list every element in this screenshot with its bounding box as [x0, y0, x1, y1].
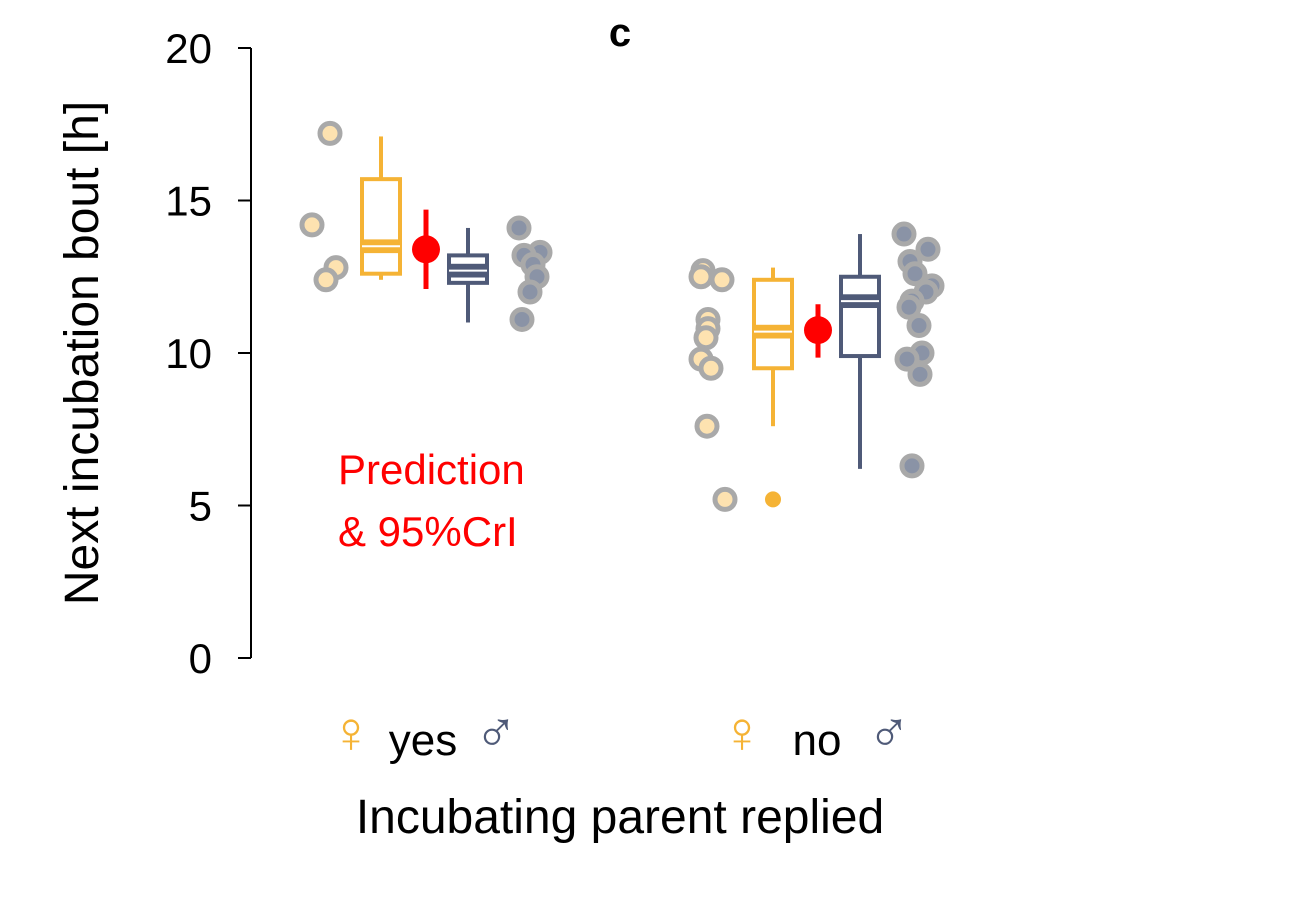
group-yes — [299, 120, 553, 332]
female-data-point — [694, 413, 720, 439]
male-data-point — [517, 279, 543, 305]
male-symbol: ♂ — [474, 700, 518, 765]
female-boxplot — [360, 136, 402, 280]
male-symbol: ♂ — [867, 700, 911, 765]
female-symbol: ♀ — [720, 700, 764, 765]
male-boxplot — [447, 227, 489, 323]
legend-line-1: Prediction — [338, 446, 525, 493]
chart-marks — [299, 120, 945, 512]
prediction-point — [804, 316, 832, 345]
prediction-point — [412, 235, 440, 264]
female-outlier — [765, 491, 781, 508]
male-data-point — [506, 215, 532, 241]
female-data-point — [698, 355, 724, 381]
female-data-point — [693, 325, 719, 351]
female-data-point — [299, 212, 325, 238]
male-data-point — [906, 313, 932, 339]
male-data-point — [896, 294, 922, 320]
male-data-point — [915, 236, 941, 262]
male-data-point — [894, 346, 920, 372]
y-axis: 0 5 10 15 20 — [165, 25, 252, 682]
y-tick-label: 15 — [165, 178, 212, 225]
y-tick-label: 10 — [165, 330, 212, 377]
female-boxplot — [752, 267, 794, 508]
male-data-point — [899, 453, 925, 479]
female-box — [360, 177, 402, 276]
male-data-point — [902, 261, 928, 287]
legend-annotation: Prediction & 95%CrI — [338, 446, 525, 555]
y-tick-label: 5 — [189, 483, 212, 530]
male-boxplot — [839, 234, 881, 469]
category-label-yes: yes — [389, 716, 457, 765]
panel-label: c — [609, 11, 631, 55]
female-data-point — [688, 264, 714, 290]
male-data-point — [907, 361, 933, 387]
female-box — [752, 277, 794, 371]
female-data-point — [709, 267, 735, 293]
y-tick-label: 0 — [189, 635, 212, 682]
male-data-point — [891, 221, 917, 247]
group-no — [688, 221, 945, 512]
y-ticks: 0 5 10 15 20 — [165, 25, 251, 682]
female-data-point — [317, 120, 343, 146]
female-data-point — [313, 267, 339, 293]
category-label-no: no — [793, 716, 842, 765]
female-symbol: ♀ — [329, 700, 373, 765]
y-tick-label: 20 — [165, 25, 212, 72]
x-axis-label: Incubating parent replied — [356, 791, 884, 844]
male-box — [839, 274, 881, 359]
male-data-point — [509, 306, 535, 332]
female-data-point — [712, 486, 738, 512]
x-category-labels: ♀ yes ♂ ♀ no ♂ — [329, 700, 911, 765]
legend-line-2: & 95%CrI — [338, 508, 518, 555]
y-axis-label: Next incubation bout [h] — [56, 101, 109, 605]
